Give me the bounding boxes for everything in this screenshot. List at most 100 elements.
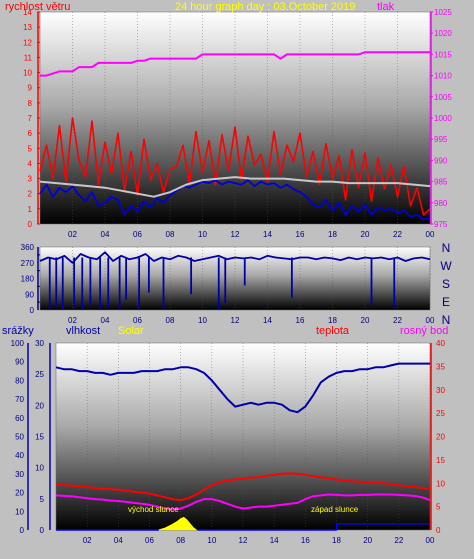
rain-tick-label: 30 [35, 339, 44, 348]
temperature-tick-label: 30 [436, 386, 445, 395]
wind-speed-tick-label: 9 [28, 84, 33, 93]
wind-speed-tick-label: 13 [23, 23, 32, 32]
humidity-tick-label: 10 [15, 507, 24, 516]
dewpoint-axis-label: rosný bod [400, 325, 448, 337]
x-tick-label: 16 [301, 536, 310, 545]
x-tick-label: 22 [393, 316, 402, 325]
x-tick-label: 06 [133, 316, 142, 325]
x-tick-label: 20 [363, 536, 372, 545]
temperature-tick-label: 25 [436, 409, 445, 418]
x-tick-label: 10 [198, 316, 207, 325]
humidity-tick-label: 70 [15, 395, 24, 404]
rain-tick-label: 0 [40, 526, 45, 535]
x-tick-label: 22 [394, 536, 403, 545]
wind-speed-tick-label: 1 [28, 205, 33, 214]
pressure-tick-label: 1025 [434, 8, 452, 17]
x-tick-label: 06 [133, 230, 142, 239]
solar-area [158, 516, 198, 531]
wind-speed-tick-label: 3 [28, 175, 33, 184]
x-tick-label: 14 [263, 230, 272, 239]
x-tick-label: 16 [296, 230, 305, 239]
temperature-tick-label: 40 [436, 339, 445, 348]
x-tick-label: 20 [361, 316, 370, 325]
pressure-tick-label: 1005 [434, 93, 452, 102]
wind-direction-line [39, 251, 431, 264]
rain-axis-label: srážky [2, 325, 34, 337]
direction-tick-label: 90 [25, 290, 34, 299]
sunrise-annotation: východ slunce [128, 505, 179, 514]
humidity-tick-label: 60 [15, 414, 24, 423]
x-tick-label: 18 [328, 230, 337, 239]
x-tick-label: 00 [426, 536, 435, 545]
humidity-tick-label: 100 [11, 339, 25, 348]
temperature-tick-label: 0 [436, 526, 441, 535]
x-tick-label: 00 [426, 316, 435, 325]
pressure-tick-label: 1020 [434, 29, 452, 38]
compass-label: N [442, 241, 451, 255]
solar-axis-label: Solar [118, 325, 144, 337]
x-tick-label: 20 [361, 230, 370, 239]
pressure-tick-label: 1015 [434, 50, 452, 59]
x-tick-label: 18 [328, 316, 337, 325]
pressure-tick-label: 1010 [434, 72, 452, 81]
wind-speed-tick-label: 11 [24, 53, 33, 62]
x-tick-label: 16 [296, 316, 305, 325]
temperature-tick-label: 5 [436, 503, 441, 512]
temperature-tick-label: 10 [436, 479, 445, 488]
temperature-tick-label: 15 [436, 456, 445, 465]
temperature-axis-label: teplota [316, 325, 350, 337]
pressure-line [40, 51, 430, 77]
x-tick-label: 18 [332, 536, 341, 545]
wind-speed-tick-label: 10 [23, 69, 32, 78]
dewpoint-line [55, 493, 431, 511]
wind-speed-line [39, 179, 431, 221]
humidity-tick-label: 20 [15, 489, 24, 498]
x-tick-label: 02 [68, 230, 77, 239]
rain-tick-label: 25 [35, 370, 44, 379]
humidity-line [55, 362, 430, 414]
temperature-tick-label: 35 [436, 362, 445, 371]
wind-speed-tick-label: 14 [23, 8, 32, 17]
wind-speed-tick-label: 6 [28, 129, 33, 138]
humidity-tick-label: 80 [15, 376, 24, 385]
pressure-tick-label: 985 [434, 178, 448, 187]
temperature-line [55, 472, 431, 502]
compass-label: W [440, 259, 452, 273]
pressure-axis-label: tlak [377, 1, 395, 13]
compass-label: E [442, 295, 450, 309]
wind-speed-tick-label: 12 [23, 38, 32, 47]
humidity-tick-label: 0 [20, 526, 25, 535]
wind-gust-line [39, 117, 431, 216]
humidity-tick-label: 90 [15, 358, 24, 367]
rain-tick-label: 5 [40, 495, 45, 504]
rain-tick-label: 15 [35, 433, 44, 442]
x-tick-label: 14 [263, 316, 272, 325]
wind-speed-tick-label: 5 [28, 144, 33, 153]
x-tick-label: 12 [239, 536, 248, 545]
wind-speed-tick-label: 0 [28, 220, 33, 229]
direction-tick-label: 0 [30, 306, 35, 315]
x-tick-label: 04 [101, 316, 110, 325]
x-tick-label: 10 [198, 230, 207, 239]
humidity-tick-label: 50 [15, 433, 24, 442]
x-tick-label: 04 [114, 536, 123, 545]
temperature-tick-label: 20 [436, 433, 445, 442]
rain-tick-label: 20 [35, 401, 44, 410]
average-wind-line [39, 176, 431, 198]
pressure-tick-label: 975 [434, 220, 448, 229]
x-tick-label: 08 [166, 230, 175, 239]
compass-label: N [442, 313, 451, 327]
wind-speed-tick-label: 2 [28, 190, 33, 199]
humidity-axis-label: vlhkost [66, 325, 100, 337]
compass-label: S [442, 277, 450, 291]
x-tick-label: 06 [145, 536, 154, 545]
direction-tick-label: 180 [21, 275, 35, 284]
humidity-tick-label: 40 [15, 451, 24, 460]
x-tick-label: 08 [166, 316, 175, 325]
x-tick-label: 12 [231, 230, 240, 239]
x-tick-label: 00 [426, 230, 435, 239]
x-tick-label: 08 [176, 536, 185, 545]
pressure-tick-label: 980 [434, 199, 448, 208]
